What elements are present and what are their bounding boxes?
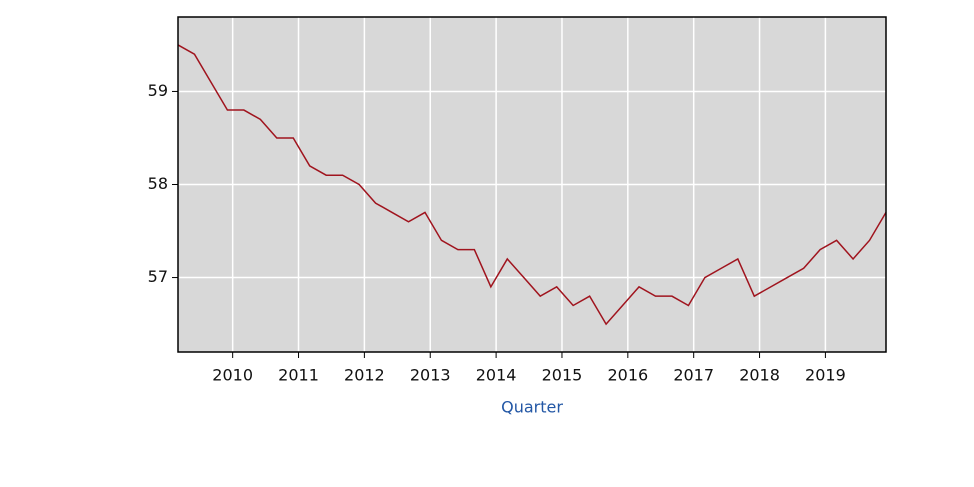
data-line [177,44,887,326]
x-tick-label: 2014 [476,366,517,385]
x-tick-label: 2015 [542,366,583,385]
x-tick-label: 2016 [607,366,648,385]
x-tick-label: 2011 [278,366,319,385]
x-axis-title: Quarter [501,398,563,417]
x-tick-label: 2018 [739,366,780,385]
y-tick-label: 59 [148,81,168,100]
y-tick-label: 57 [148,267,168,286]
x-tick-label: 2013 [410,366,451,385]
x-tick-label: 2012 [344,366,385,385]
y-tick-label: 58 [148,174,168,193]
x-tick-label: 2019 [805,366,846,385]
x-tick-label: 2017 [673,366,714,385]
x-tick-label: 2010 [212,366,253,385]
